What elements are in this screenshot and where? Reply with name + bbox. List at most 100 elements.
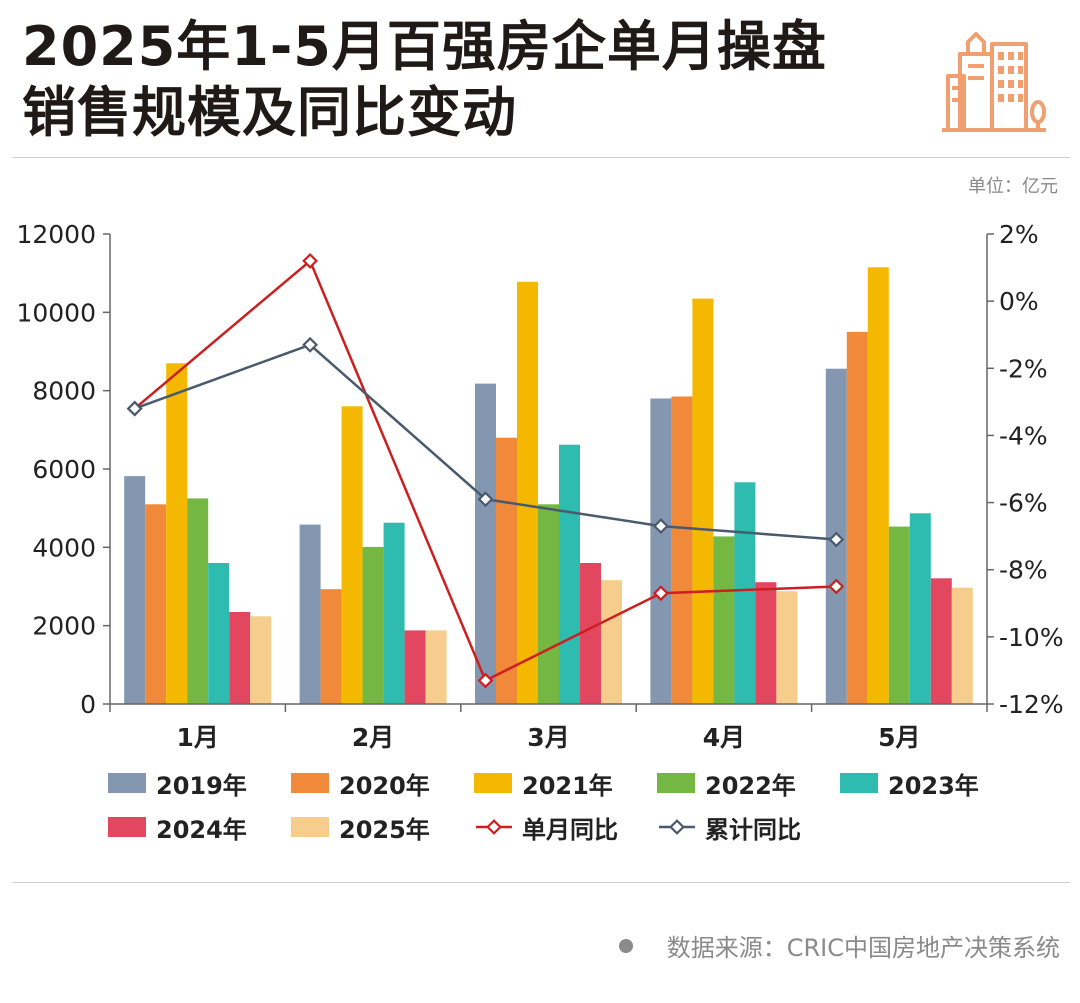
sales-chart: 0 2000 4000 6000 8000 10000 12000 2% 0% -2% -4% -6%… bbox=[16, 220, 1064, 752]
legend-label: 累计同比 bbox=[705, 815, 801, 844]
point-单月同比-2月 bbox=[302, 252, 319, 269]
bar-2022年-1月 bbox=[187, 498, 209, 704]
bar-2023年-5月 bbox=[909, 513, 931, 704]
bar-2020年-2月 bbox=[320, 589, 342, 704]
legend-swatch bbox=[474, 773, 512, 793]
bar-2019年-4月 bbox=[650, 398, 672, 704]
legend-label: 2021年 bbox=[522, 771, 613, 800]
x-tick-label: 2月 bbox=[352, 723, 394, 752]
bar-2019年-3月 bbox=[475, 383, 496, 704]
title-line-2: 销售规模及同比变动 bbox=[22, 81, 517, 144]
bar-2020年-3月 bbox=[496, 437, 517, 704]
unit-label: 单位：亿元 bbox=[968, 176, 1058, 197]
bar-2020年-5月 bbox=[846, 331, 868, 704]
bar-2025年-4月 bbox=[776, 591, 798, 704]
left-tick-label: 4000 bbox=[32, 533, 96, 562]
bar-2019年-1月 bbox=[124, 476, 146, 704]
bar-2023年-4月 bbox=[734, 482, 756, 704]
point-单月同比-4月 bbox=[652, 585, 669, 602]
legend-item: 2024年 bbox=[108, 812, 247, 844]
buildings-icon bbox=[938, 24, 1050, 136]
legend-label: 单月同比 bbox=[522, 815, 618, 844]
bar-2025年-3月 bbox=[601, 580, 622, 704]
right-tick-label: -2% bbox=[999, 354, 1048, 383]
x-tick-label: 3月 bbox=[527, 723, 569, 752]
legend-label: 2020年 bbox=[339, 771, 430, 800]
bar-2022年-2月 bbox=[362, 546, 384, 704]
right-tick-label: -10% bbox=[999, 623, 1064, 652]
bar-2023年-2月 bbox=[383, 522, 405, 704]
chart-title: 2025年1-5月百强房企单月操盘 销售规模及同比变动 bbox=[22, 14, 922, 146]
legend-line-marker bbox=[659, 819, 695, 835]
x-tick-label: 4月 bbox=[703, 723, 745, 752]
bar-2025年-1月 bbox=[250, 616, 272, 704]
legend-item: 累计同比 bbox=[657, 812, 801, 844]
bar-2025年-2月 bbox=[425, 630, 447, 704]
legend-label: 2022年 bbox=[705, 771, 796, 800]
bar-2021年-1月 bbox=[166, 363, 188, 705]
point-累计同比-2月 bbox=[302, 336, 319, 353]
left-tick-label: 12000 bbox=[16, 220, 96, 249]
bar-2024年-1月 bbox=[229, 612, 251, 704]
bar-2024年-2月 bbox=[404, 630, 426, 704]
left-tick-label: 10000 bbox=[16, 298, 96, 327]
legend-swatch bbox=[840, 773, 878, 793]
legend-item: 单月同比 bbox=[474, 812, 618, 844]
bullet-dot-icon bbox=[618, 938, 633, 953]
bar-2022年-5月 bbox=[888, 526, 910, 704]
point-单月同比-3月 bbox=[477, 672, 494, 689]
bar-2024年-4月 bbox=[755, 582, 777, 704]
legend-item: 2023年 bbox=[840, 768, 979, 800]
bar-2021年-5月 bbox=[867, 267, 889, 704]
legend-item: 2019年 bbox=[108, 768, 247, 800]
right-tick-label: 2% bbox=[999, 220, 1039, 249]
bar-2022年-3月 bbox=[538, 504, 559, 705]
bar-2023年-3月 bbox=[559, 444, 580, 704]
legend-label: 2019年 bbox=[156, 771, 247, 800]
right-tick-label: -4% bbox=[999, 421, 1048, 450]
bar-2021年-2月 bbox=[341, 406, 363, 704]
right-tick-label: -8% bbox=[999, 556, 1048, 585]
legend-label: 2025年 bbox=[339, 815, 430, 844]
legend-swatch bbox=[108, 817, 146, 837]
bar-2023年-1月 bbox=[208, 563, 230, 704]
right-tick-label: -6% bbox=[999, 489, 1048, 518]
legend-item: 2021年 bbox=[474, 768, 613, 800]
legend-line-marker bbox=[476, 819, 512, 835]
bar-2021年-3月 bbox=[517, 281, 538, 704]
x-tick-label: 1月 bbox=[176, 723, 218, 752]
legend-item: 2022年 bbox=[657, 768, 796, 800]
legend-swatch bbox=[291, 817, 329, 837]
bar-2025年-5月 bbox=[951, 587, 973, 704]
left-tick-label: 8000 bbox=[32, 377, 96, 406]
x-tick-label: 5月 bbox=[878, 723, 920, 752]
left-tick-label: 2000 bbox=[32, 612, 96, 641]
legend-swatch bbox=[657, 773, 695, 793]
bar-2024年-5月 bbox=[930, 578, 952, 704]
bar-2022年-4月 bbox=[713, 536, 735, 704]
bar-2024年-3月 bbox=[580, 563, 601, 704]
data-source: 数据来源：CRIC中国房地产决策系统 bbox=[618, 928, 1060, 963]
left-tick-label: 6000 bbox=[32, 455, 96, 484]
bar-2020年-4月 bbox=[671, 396, 693, 704]
point-单月同比-5月 bbox=[828, 578, 845, 595]
point-累计同比-3月 bbox=[477, 491, 494, 508]
point-累计同比-1月 bbox=[126, 400, 143, 417]
point-累计同比-4月 bbox=[652, 518, 669, 535]
bar-2021年-4月 bbox=[692, 298, 714, 704]
bar-2020年-1月 bbox=[145, 504, 167, 705]
legend-label: 2023年 bbox=[888, 771, 979, 800]
legend-item: 2025年 bbox=[291, 812, 430, 844]
bar-2019年-2月 bbox=[299, 524, 321, 704]
legend-swatch bbox=[108, 773, 146, 793]
title-line-1: 2025年1-5月百强房企单月操盘 bbox=[22, 15, 827, 78]
bottom-divider bbox=[12, 882, 1070, 883]
legend-item: 2020年 bbox=[291, 768, 430, 800]
legend-label: 2024年 bbox=[156, 815, 247, 844]
right-tick-label: -12% bbox=[999, 690, 1064, 719]
point-累计同比-5月 bbox=[828, 531, 845, 548]
legend-swatch bbox=[291, 773, 329, 793]
top-divider bbox=[12, 157, 1070, 158]
left-tick-label: 0 bbox=[80, 690, 96, 719]
source-text: 数据来源：CRIC中国房地产决策系统 bbox=[666, 934, 1060, 962]
